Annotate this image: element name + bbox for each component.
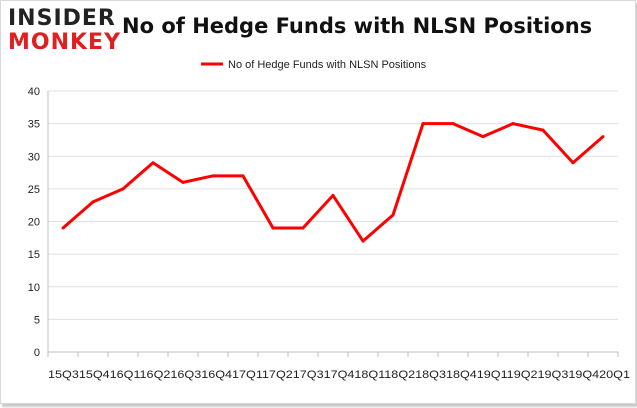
y-tick-label: 10 [28,282,40,294]
data-point [331,193,335,197]
y-tick-label: 35 [28,119,40,131]
y-tick-label: 20 [28,217,40,229]
y-tick-label: 25 [28,184,40,196]
data-point [481,135,485,139]
x-axis-tick-labels: 15Q315Q416Q116Q216Q316Q417Q117Q217Q317Q4… [48,369,630,381]
grid-lines [48,90,618,320]
data-point [241,174,245,178]
logo-line-2: MONKEY [8,30,122,55]
axes [47,91,619,357]
y-tick-label: 0 [34,347,40,359]
chart-title: No of Hedge Funds with NLSN Positions [122,14,593,38]
y-axis-ticks: 0 5 10 15 20 25 30 35 40 [28,86,40,359]
data-point [181,180,185,184]
insider-monkey-logo: INSIDER MONKEY [8,6,120,58]
legend: No of Hedge Funds with NLSN Positions [201,59,427,71]
data-point [391,213,395,217]
data-point [541,128,545,132]
data-point [151,161,155,165]
series-line [62,122,604,243]
data-point [571,161,575,165]
legend-label: No of Hedge Funds with NLSN Positions [228,59,427,71]
logo-line-1: INSIDER [8,6,116,31]
y-tick-label: 30 [28,151,40,163]
series-layer [61,122,605,243]
data-point [361,239,365,243]
data-point [421,122,425,126]
data-point [91,200,95,204]
data-point [271,226,275,230]
data-point [601,135,605,139]
data-point [511,122,515,126]
data-point [301,226,305,230]
y-tick-label: 5 [34,314,40,326]
data-point [61,226,65,230]
data-point [211,174,215,178]
data-point [451,122,455,126]
y-tick-label: 40 [28,86,40,98]
data-point [121,187,125,191]
y-tick-label: 15 [28,249,40,261]
